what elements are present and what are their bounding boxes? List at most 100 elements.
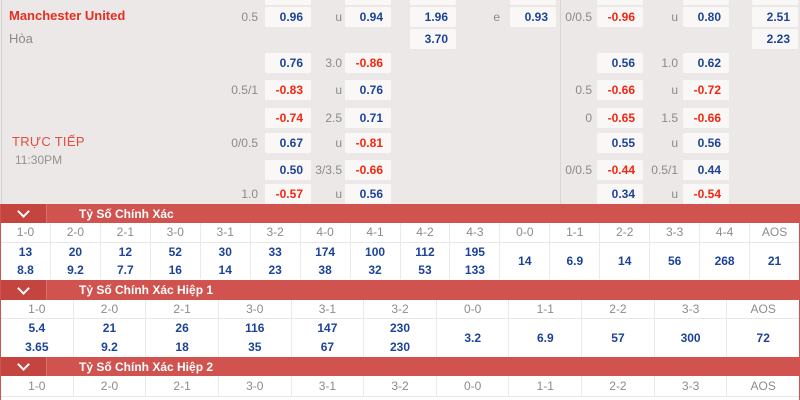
score-header-cell: 4-2 xyxy=(400,223,450,243)
odds-value-cell[interactable]: -0.83 xyxy=(265,80,311,100)
score-odds-cell[interactable]: 9.2 xyxy=(67,263,84,277)
score-odds-cell[interactable]: 30 xyxy=(218,245,232,259)
score-odds-cell[interactable]: 16 xyxy=(168,263,182,277)
score-odds-cell[interactable]: 52 xyxy=(168,245,182,259)
score-odds-cell[interactable]: 33 xyxy=(268,245,282,259)
odds-value-cell[interactable]: 0.56 xyxy=(597,53,643,73)
score-odds-cell[interactable]: 21 xyxy=(102,321,117,335)
score-odds-cell[interactable]: 174 xyxy=(315,245,336,259)
odds-value-cell[interactable]: 0.56 xyxy=(345,184,391,204)
score-odds-cell[interactable]: 133 xyxy=(464,263,485,277)
score-odds-cell[interactable]: 12 xyxy=(118,245,133,259)
odds-value-cell[interactable]: 0.76 xyxy=(345,80,391,100)
score-odds-cell[interactable]: 230 xyxy=(390,340,411,354)
score-odds-cell[interactable]: 53 xyxy=(418,263,432,277)
odds-value-cell[interactable]: 1.96 xyxy=(410,7,456,27)
collapse-toggle[interactable] xyxy=(1,357,47,376)
score-odds-table: 1-0 5.4 3.65 2-0 21 9.2 2-1 26 18 3-0 116 35 3-1 147 6… xyxy=(1,300,800,357)
score-odds-cell[interactable]: 3.2 xyxy=(464,331,481,345)
odds-value-cell[interactable]: 0.94 xyxy=(345,7,391,27)
odds-value-cell[interactable]: -0.44 xyxy=(597,160,643,180)
odds-value-cell[interactable]: 0.76 xyxy=(265,53,311,73)
score-header-cell: 2-2 xyxy=(582,300,654,319)
odds-value-cell[interactable]: -0.72 xyxy=(683,80,729,100)
score-odds-cell[interactable]: 100 xyxy=(365,245,386,259)
score-odds-cell[interactable]: 300 xyxy=(680,331,701,345)
odds-value-cell[interactable]: 2.23 xyxy=(752,29,798,49)
score-odds-values: 26 18 xyxy=(146,319,218,357)
score-odds-cell[interactable]: 6.9 xyxy=(536,331,554,345)
score-odds-cell[interactable]: 112 xyxy=(415,245,435,259)
odds-value-cell[interactable]: 0.50 xyxy=(265,160,311,180)
odds-value-cell[interactable]: -0.86 xyxy=(345,53,391,73)
score-odds-cell[interactable]: 147 xyxy=(317,321,338,335)
score-table-banner[interactable]: Tỷ Số Chính Xác xyxy=(1,204,799,223)
score-odds-cell[interactable]: 72 xyxy=(756,331,770,345)
score-odds-cell[interactable]: 20 xyxy=(68,245,83,259)
score-odds-cell[interactable]: 18 xyxy=(175,340,189,354)
score-table-banner[interactable]: Tỷ Số Chính Xác Hiệp 2 xyxy=(1,357,799,376)
odds-value-cell[interactable]: 0.80 xyxy=(683,7,729,27)
collapse-toggle[interactable] xyxy=(1,280,47,300)
score-odds-cell[interactable]: 38 xyxy=(318,263,332,277)
score-odds-cell[interactable]: 8.8 xyxy=(17,263,34,277)
score-column: 3-1 xyxy=(291,376,365,397)
collapse-toggle[interactable] xyxy=(1,204,47,223)
odds-value-cell[interactable]: -0.66 xyxy=(683,108,729,128)
score-odds-cell[interactable]: 116 xyxy=(245,321,265,335)
score-odds-cell[interactable]: 23 xyxy=(268,263,282,277)
score-odds-cell[interactable]: 268 xyxy=(714,254,735,268)
score-odds-values: 112 53 xyxy=(401,243,450,279)
score-odds-cell[interactable]: 9.2 xyxy=(101,340,118,354)
score-odds-cell[interactable]: 57 xyxy=(611,331,625,345)
handicap-label: 0.5 xyxy=(241,10,258,24)
score-odds-cell[interactable]: 195 xyxy=(464,245,485,259)
score-odds-cell[interactable]: 26 xyxy=(175,321,189,335)
score-odds-cell[interactable]: 21 xyxy=(767,254,782,268)
odds-value-cell[interactable]: 3.70 xyxy=(410,29,456,49)
odds-value-cell[interactable]: -0.96 xyxy=(597,7,643,27)
score-odds-cell[interactable]: 5.4 xyxy=(28,321,46,335)
score-table-banner[interactable]: Tỷ Số Chính Xác Hiệp 1 xyxy=(1,280,799,300)
odds-value-cell[interactable]: 0.62 xyxy=(683,53,729,73)
odds-value-cell[interactable]: -0.65 xyxy=(597,108,643,128)
handicap-label: e xyxy=(493,10,500,24)
score-odds-cell[interactable]: 14 xyxy=(618,254,632,268)
odds-value-cell[interactable]: 2.51 xyxy=(752,7,798,27)
cropped-odds-cell xyxy=(597,0,643,5)
odds-value-cell[interactable]: 0.96 xyxy=(265,7,311,27)
score-column: AOS xyxy=(727,376,800,397)
odds-value-cell[interactable]: 0.67 xyxy=(265,133,311,153)
live-badge: TRỰC TIẾP xyxy=(12,134,85,149)
odds-value-cell[interactable]: 0.34 xyxy=(597,184,643,204)
score-header-cell: 2-1 xyxy=(146,300,218,319)
score-odds-cell[interactable]: 230 xyxy=(390,321,411,335)
score-odds-values: 195 133 xyxy=(450,243,499,279)
score-column: 2-0 21 9.2 xyxy=(73,300,147,357)
odds-value-cell[interactable]: 0.93 xyxy=(510,7,556,27)
odds-value-cell[interactable]: -0.54 xyxy=(683,184,729,204)
odds-value-cell[interactable]: -0.66 xyxy=(597,80,643,100)
odds-value-cell[interactable]: 0.55 xyxy=(597,133,643,153)
odds-value-cell[interactable]: 0.71 xyxy=(345,108,391,128)
score-odds-cell[interactable]: 67 xyxy=(320,340,335,354)
odds-value-cell[interactable]: -0.57 xyxy=(265,184,311,204)
score-odds-values: 100 32 xyxy=(351,243,400,279)
score-odds-cell[interactable]: 35 xyxy=(248,340,262,354)
score-odds-cell[interactable]: 6.9 xyxy=(566,254,584,268)
odds-value-cell[interactable]: -0.74 xyxy=(265,108,311,128)
score-column: 4-1 100 32 xyxy=(350,223,401,279)
score-odds-cell[interactable]: 14 xyxy=(518,254,532,268)
odds-value-cell[interactable]: -0.66 xyxy=(345,160,391,180)
odds-value-cell[interactable]: 0.56 xyxy=(683,133,729,153)
score-column: 2-1 xyxy=(146,376,219,397)
score-odds-cell[interactable]: 3.65 xyxy=(25,340,49,354)
score-odds-cell[interactable]: 56 xyxy=(667,254,682,268)
score-odds-cell[interactable]: 13 xyxy=(18,245,33,259)
score-odds-cell[interactable]: 14 xyxy=(218,263,232,277)
odds-value-cell[interactable]: 0.44 xyxy=(683,160,729,180)
score-header-cell: AOS xyxy=(750,223,799,243)
score-odds-cell[interactable]: 32 xyxy=(368,263,382,277)
odds-value-cell[interactable]: -0.81 xyxy=(345,133,391,153)
score-odds-cell[interactable]: 7.7 xyxy=(117,263,134,277)
